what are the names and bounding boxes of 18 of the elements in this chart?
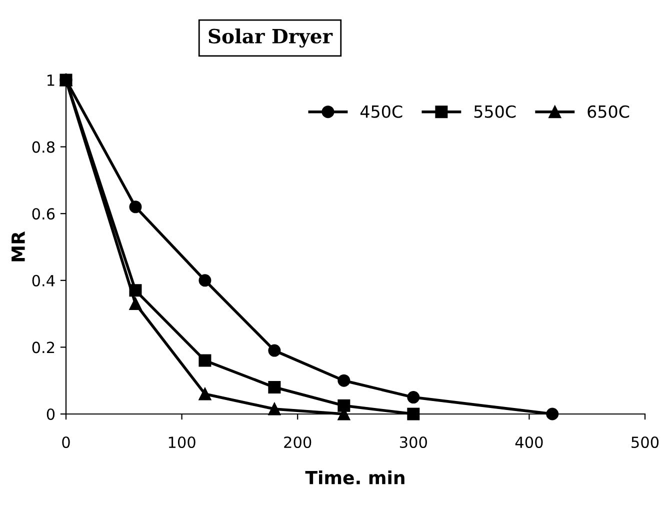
- y-tick-label: 0: [46, 408, 55, 420]
- x-tick-label: 0: [62, 436, 70, 448]
- x-tick-label: 500: [632, 436, 659, 448]
- y-tick-label: 0.2: [32, 342, 54, 354]
- chart-title: Solar Dryer: [208, 28, 333, 48]
- x-axis-title: Time. min: [305, 470, 404, 484]
- x-tick-label: 400: [515, 436, 543, 448]
- y-axis-title: MR: [12, 231, 25, 262]
- legend-label: 550C: [474, 105, 516, 118]
- y-tick-label: 1: [48, 74, 54, 86]
- y-tick-label: 0.4: [32, 274, 55, 286]
- x-tick-label: 200: [284, 436, 312, 448]
- legend-label: 650C: [588, 105, 630, 118]
- y-tick-label: 0.8: [32, 141, 55, 153]
- y-tick-label: 0.6: [32, 208, 55, 220]
- x-tick-label: 100: [168, 436, 196, 448]
- x-tick-label: 300: [400, 436, 427, 448]
- legend-label: 450C: [360, 105, 402, 118]
